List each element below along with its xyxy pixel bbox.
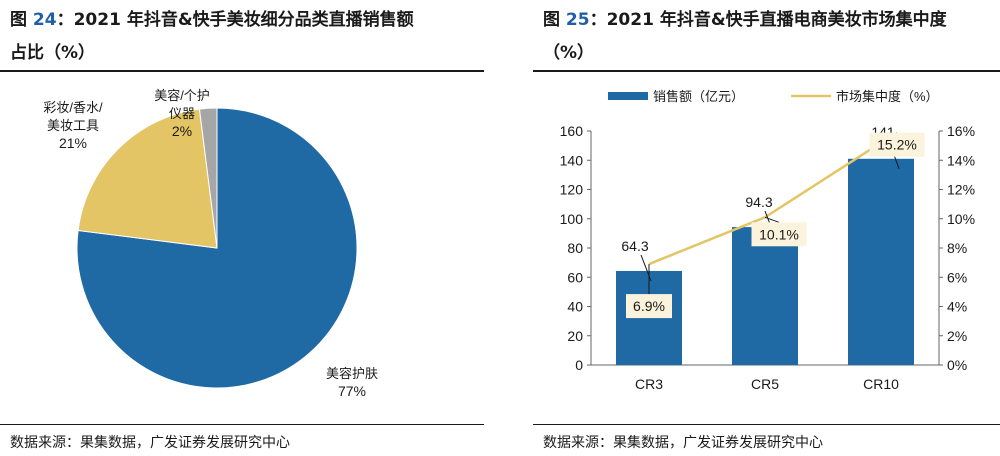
pie-slice-label: 彩妆/香水/美妆工具 21% bbox=[43, 100, 103, 151]
right-tick-label: 12% bbox=[947, 182, 975, 198]
left-tick-label: 20 bbox=[567, 328, 583, 344]
source-rule bbox=[0, 424, 484, 425]
left-tick-label: 80 bbox=[567, 240, 583, 256]
pie-chart-title: 图 24：2021 年抖音&快手美妆细分品类直播销售额 占比（%） bbox=[10, 4, 414, 70]
right-tick-label: 2% bbox=[947, 328, 967, 344]
left-tick-label: 0 bbox=[575, 357, 583, 373]
title-line-1: ：2021 年抖音&快手美妆细分品类直播销售额 bbox=[56, 10, 414, 30]
right-tick-label: 16% bbox=[947, 123, 975, 139]
pie-slice bbox=[77, 108, 218, 249]
title-line-2: 占比（%） bbox=[10, 43, 96, 63]
bar-line-chart: 销售额（亿元） 市场集中度（%） 0 20 40 60 80 100 120 140 160 0% 2%… bbox=[560, 89, 975, 392]
pie-label-text: 仪器 bbox=[169, 106, 195, 121]
pie-slice bbox=[198, 107, 218, 249]
pie-pct-label: 77% bbox=[338, 383, 366, 399]
line-value-label: 15.2% bbox=[877, 137, 917, 153]
legend-swatch-bar bbox=[608, 92, 648, 100]
legend-label-bar: 销售额（亿元） bbox=[653, 89, 744, 104]
pie-label-text: 彩妆/香水/ bbox=[43, 100, 103, 115]
right-tick-label: 4% bbox=[947, 299, 967, 315]
left-tick-label: 120 bbox=[560, 182, 584, 198]
line-label-leader bbox=[764, 216, 780, 223]
right-tick-label: 10% bbox=[947, 211, 975, 227]
left-tick-label: 40 bbox=[567, 299, 583, 315]
line-label-box bbox=[869, 132, 925, 157]
title-line-1: ：2021 年抖音&快手直播电商美妆市场集中度 bbox=[589, 10, 947, 30]
legend: 销售额（亿元） 市场集中度（%） bbox=[608, 89, 939, 104]
title-line-2: （%） bbox=[543, 43, 595, 63]
left-tick-label: 60 bbox=[567, 269, 583, 285]
right-tick-label: 8% bbox=[947, 240, 967, 256]
left-tick-label: 100 bbox=[560, 211, 584, 227]
pie-label-text: 美妆工具 bbox=[47, 118, 99, 133]
source-note: 数据来源：果集数据，广发证券发展研究中心 bbox=[10, 435, 290, 451]
pie-chart-panel: 图 24：2021 年抖音&快手美妆细分品类直播销售额 占比（%） 美容护肤 77… bbox=[0, 0, 484, 456]
left-tick-label: 140 bbox=[560, 152, 584, 168]
pie-pct-label: 2% bbox=[172, 123, 192, 139]
line-value-label: 6.9% bbox=[633, 298, 665, 314]
pie-slice-label: 美容护肤 77% bbox=[326, 366, 378, 399]
title-rule bbox=[533, 70, 1000, 72]
bar-value-label: 94.3 bbox=[745, 194, 772, 210]
bar-chart-title: 图 25：2021 年抖音&快手直播电商美妆市场集中度 （%） bbox=[543, 4, 947, 70]
category-label: CR10 bbox=[863, 376, 899, 392]
line-value-label: 10.1% bbox=[759, 226, 799, 242]
right-tick-label: 0% bbox=[947, 357, 967, 373]
right-tick-label: 14% bbox=[947, 152, 975, 168]
category-label: CR5 bbox=[751, 376, 779, 392]
figure-number: 24 bbox=[32, 10, 57, 30]
title-rule bbox=[0, 70, 484, 72]
pie-slice bbox=[76, 107, 358, 389]
bar bbox=[848, 158, 914, 365]
pie-pct-label: 21% bbox=[59, 135, 87, 151]
pie-label-text: 美容护肤 bbox=[326, 366, 378, 381]
left-tick-label: 160 bbox=[560, 123, 584, 139]
line-label-box bbox=[751, 222, 807, 247]
category-label: CR3 bbox=[635, 376, 663, 392]
legend-label-line: 市场集中度（%） bbox=[836, 89, 939, 104]
bar-value-label: 64.3 bbox=[621, 238, 648, 254]
bar-line-chart-panel: 图 25：2021 年抖音&快手直播电商美妆市场集中度 （%） 销售额（亿元） 市… bbox=[533, 0, 1000, 456]
right-tick-label: 6% bbox=[947, 269, 967, 285]
source-note: 数据来源：果集数据，广发证券发展研究中心 bbox=[543, 435, 823, 451]
pie-label-text: 美容/个护 bbox=[154, 88, 210, 103]
source-rule bbox=[533, 424, 1000, 425]
bar bbox=[732, 227, 798, 365]
figure-prefix: 图 bbox=[543, 10, 560, 30]
figure-prefix: 图 bbox=[10, 10, 27, 30]
figure-number: 25 bbox=[565, 10, 590, 30]
line-label-box bbox=[626, 294, 672, 319]
